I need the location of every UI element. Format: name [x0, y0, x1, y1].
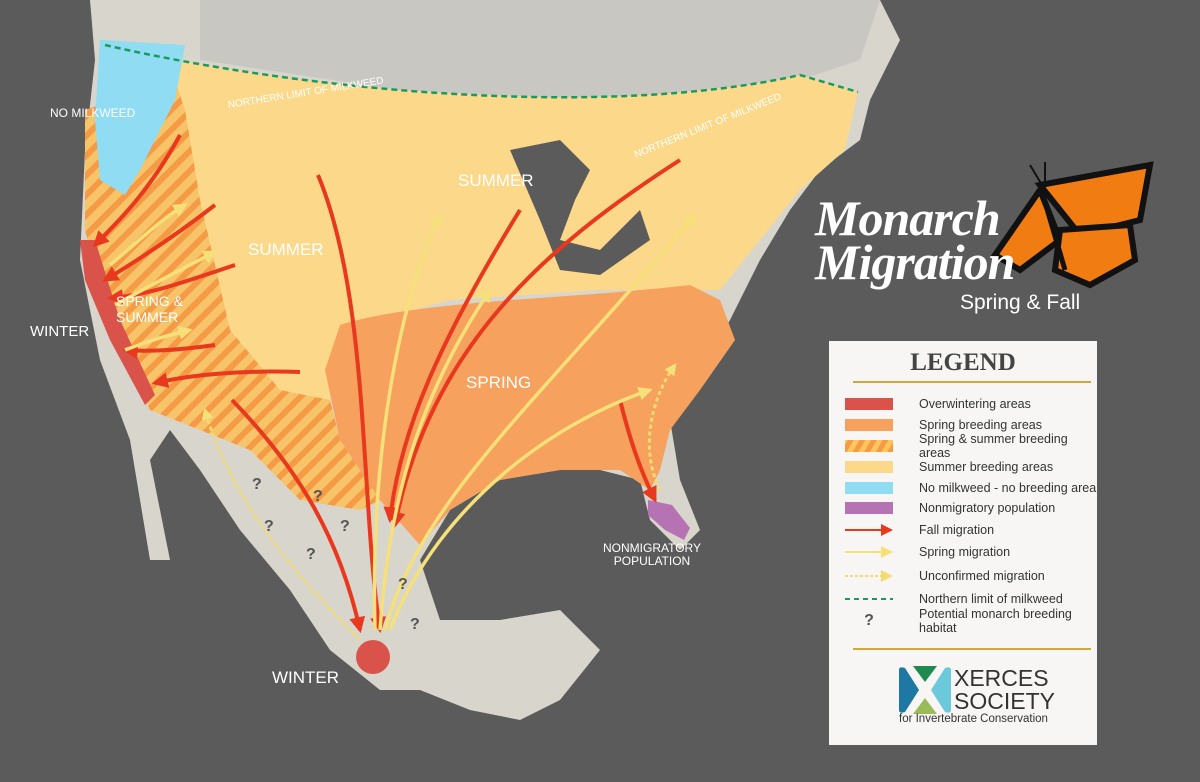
legend-label: Spring breeding areas: [919, 418, 1042, 432]
fall-arrow: [106, 263, 236, 306]
question-mark-icon: ?: [306, 546, 316, 563]
overwintering-area-california: [80, 240, 155, 405]
label-winter-west: WINTER: [30, 323, 90, 340]
legend-item-fall-migration: Fall migration: [845, 521, 994, 539]
spring-arrow-icon: [845, 546, 893, 558]
swatch: [845, 440, 893, 452]
fall-arrow: [151, 369, 301, 388]
question-mark-icon: ?: [410, 616, 420, 633]
page-subtitle: Spring & Fall: [960, 291, 1081, 314]
question-mark-icon: ?: [864, 612, 874, 629]
label-winter-mexico: WINTER: [272, 668, 340, 687]
legend-label: Summer breeding areas: [919, 460, 1054, 474]
spring-arrow: [114, 250, 218, 307]
divider: [853, 648, 1091, 650]
xerces-logo-text: XERCES SOCIETY: [954, 667, 1055, 713]
label-line: SUMMER: [116, 309, 179, 325]
divider: [853, 381, 1091, 383]
question-mark-icon: ?: [264, 518, 274, 535]
legend-label: Nonmigratory population: [919, 501, 1056, 515]
spring-breeding-area: [325, 285, 735, 545]
spring-migration-arrows: [108, 203, 697, 631]
legend-label: Spring & summer breeding areas: [919, 432, 1068, 460]
legend-item-unconfirmed-migration: Unconfirmed migration: [845, 567, 1045, 585]
fall-arrow: [121, 343, 216, 359]
legend-item-potential-habitat: ? Potential monarch breeding habitat: [845, 607, 1097, 635]
swatch: [845, 482, 893, 494]
question-mark-icon: ?: [340, 518, 350, 535]
swatch: [845, 398, 893, 410]
legend-title: LEGEND: [910, 349, 1016, 376]
fall-arrow: [102, 203, 217, 282]
legend-label: Overwintering areas: [919, 397, 1031, 411]
legend-label: Spring migration: [919, 545, 1011, 559]
label-summer-west: SUMMER: [248, 240, 324, 259]
legend-item-no-milkweed: No milkweed - no breeding area: [845, 479, 1096, 497]
canada-north: [200, 0, 880, 100]
legend-item-summer-breeding: Summer breeding areas: [845, 458, 1053, 476]
legend-label: No milkweed - no breeding area: [919, 481, 1097, 495]
spring-arrow: [378, 287, 492, 631]
legend-label: Potential monarch breeding habitat: [919, 607, 1072, 635]
nonmigratory-area-florida: [648, 500, 690, 540]
fall-arrow: [92, 134, 182, 248]
legend-item-spring-migration: Spring migration: [845, 543, 1010, 561]
question-mark-icon: ?: [252, 476, 262, 493]
logo-line: SOCIETY: [954, 688, 1055, 714]
label-line: NONMIGRATORY: [603, 541, 702, 555]
spring-arrow: [383, 212, 697, 631]
label-line: POPULATION: [613, 554, 691, 568]
swatch: [845, 461, 893, 473]
spring-arrow: [372, 212, 442, 631]
xerces-logo-icon: [899, 666, 951, 714]
dashed-line-icon: [845, 593, 893, 605]
title-line: Monarch: [815, 190, 1001, 246]
legend-item-northern-limit: Northern limit of milkweed: [845, 590, 1063, 608]
question-mark-icon: ?: [398, 576, 408, 593]
legend: LEGEND Overwintering areas Spring breedi…: [829, 341, 1097, 745]
great-lakes: [510, 140, 650, 275]
unconfirmed-arrow-icon: [845, 570, 893, 582]
label-nonmigratory: NONMIGRATORY POPULATION: [603, 542, 701, 568]
northern-limit-line: [104, 43, 859, 99]
fall-arrow: [389, 158, 682, 529]
legend-item-overwintering: Overwintering areas: [845, 395, 1031, 413]
legend-label: Unconfirmed migration: [919, 569, 1045, 583]
label-no-milkweed: NO MILKWEED: [50, 106, 136, 120]
fall-arrow-icon: [845, 524, 893, 536]
legend-item-nonmigratory: Nonmigratory population: [845, 499, 1055, 517]
label-line: SPRING &: [116, 293, 183, 309]
label-spring-summer: SPRING & SUMMER: [116, 293, 183, 325]
legend-item-spring-summer: Spring & summer breeding areas: [845, 432, 1097, 460]
fall-migration-arrows: [92, 134, 682, 634]
fall-arrow: [230, 398, 366, 634]
fall-arrow: [383, 208, 522, 524]
label-summer-east: SUMMER: [458, 171, 534, 190]
label-spring: SPRING: [466, 373, 532, 392]
unconfirmed-arrow: [647, 363, 677, 491]
summer-breeding-area: [105, 45, 858, 400]
spring-summer-breeding-area: [85, 80, 380, 510]
unconfirmed-migration-arrows: [201, 363, 677, 642]
monarch-butterfly-icon: [990, 161, 1154, 289]
spring-arrow: [108, 203, 188, 267]
spring-arrow: [388, 386, 653, 631]
legend-item-spring-breeding: Spring breeding areas: [845, 416, 1042, 434]
xerces-tagline: for Invertebrate Conservation: [899, 713, 1048, 725]
legend-label: Fall migration: [919, 523, 995, 537]
title-line: Migration: [815, 234, 1015, 290]
legend-label: Northern limit of milkweed: [919, 592, 1063, 606]
spring-arrow: [124, 325, 193, 352]
page-title: Monarch Migration: [815, 190, 1015, 290]
logo-line: XERCES: [954, 665, 1049, 691]
overwintering-area-mexico: [356, 640, 390, 674]
fall-arrow: [618, 399, 657, 503]
question-mark-icon: ?: [313, 488, 323, 505]
swatch: [845, 502, 893, 514]
swatch: [845, 419, 893, 431]
no-milkweed-area: [95, 40, 185, 195]
